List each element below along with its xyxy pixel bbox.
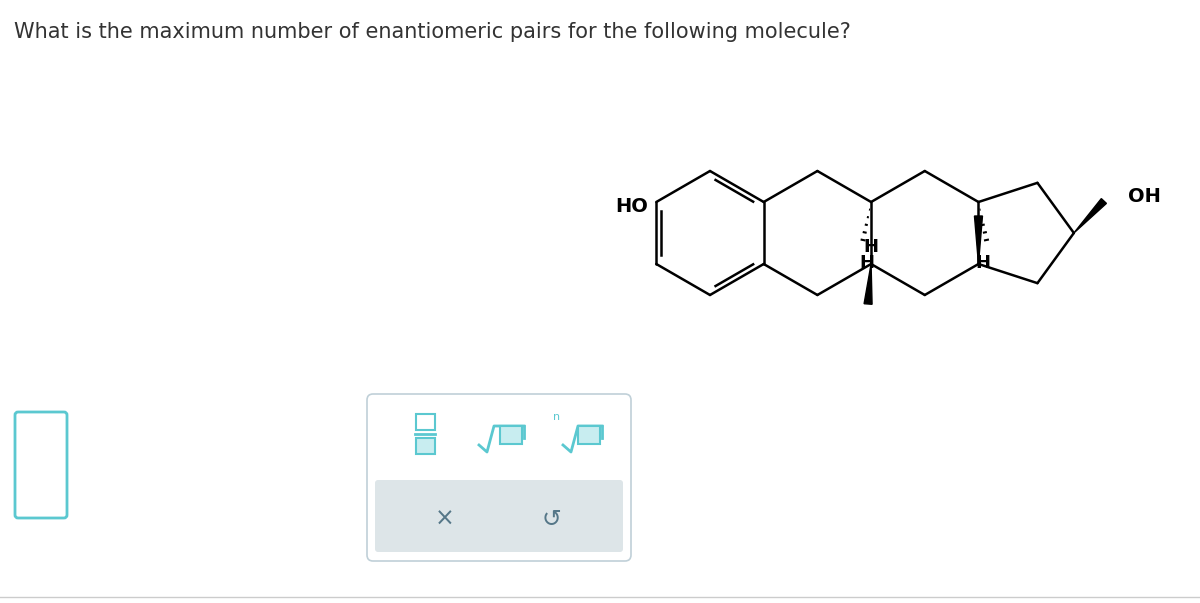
FancyBboxPatch shape — [367, 394, 631, 561]
Text: H: H — [974, 254, 990, 272]
Text: ↺: ↺ — [541, 507, 560, 531]
Polygon shape — [864, 264, 872, 305]
FancyBboxPatch shape — [500, 426, 522, 444]
Polygon shape — [974, 216, 983, 264]
Text: What is the maximum number of enantiomeric pairs for the following molecule?: What is the maximum number of enantiomer… — [14, 22, 851, 42]
FancyBboxPatch shape — [416, 438, 436, 454]
Text: H: H — [864, 238, 878, 256]
Text: OH: OH — [1128, 188, 1160, 206]
Polygon shape — [1074, 198, 1106, 233]
FancyBboxPatch shape — [374, 480, 623, 552]
FancyBboxPatch shape — [14, 412, 67, 518]
FancyBboxPatch shape — [578, 426, 600, 444]
Text: HO: HO — [616, 197, 648, 215]
Text: n: n — [553, 412, 560, 422]
Text: H: H — [859, 254, 875, 272]
FancyBboxPatch shape — [416, 414, 436, 430]
Text: ×: × — [436, 507, 455, 531]
